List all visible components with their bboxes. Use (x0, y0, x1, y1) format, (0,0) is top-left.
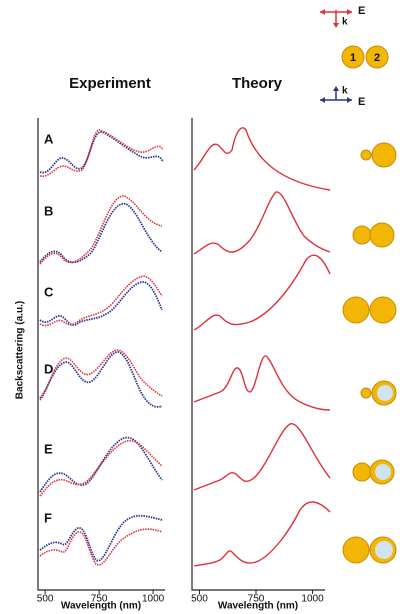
particle (369, 222, 395, 248)
particle (369, 296, 397, 324)
curve (39, 281, 163, 326)
curve (39, 351, 163, 408)
curve (39, 275, 163, 327)
curve (193, 254, 331, 331)
curve (39, 195, 163, 265)
x-tick-label: 750 (91, 594, 108, 605)
curve (39, 131, 164, 174)
theory-curves (193, 127, 331, 567)
arrow-head (333, 86, 339, 91)
curve (193, 191, 331, 255)
curve (39, 439, 163, 497)
particle-diagrams (342, 142, 397, 564)
particle-core (375, 464, 391, 480)
x-tick-label: 1000 (301, 594, 324, 605)
curve (39, 436, 163, 493)
arrow-head (333, 23, 339, 28)
curve (39, 203, 163, 264)
k-label: k (342, 17, 348, 28)
particle-core (375, 541, 393, 559)
x-axis-label: Wavelength (nm) (61, 601, 141, 612)
curve (193, 127, 331, 191)
column-title: Experiment (69, 75, 151, 92)
particle (371, 142, 397, 168)
particle-label: 2 (374, 52, 380, 64)
field-label: E (358, 5, 365, 17)
y-axis-label: Backscattering (a.u.) (15, 301, 26, 399)
row-label: C (44, 284, 54, 299)
particle (352, 225, 372, 245)
particle (342, 536, 370, 564)
curve (193, 501, 331, 567)
x-tick-label: 750 (248, 594, 265, 605)
x-tick-label: 500 (191, 594, 208, 605)
column-title: Theory (232, 75, 283, 92)
row-label: D (44, 361, 53, 376)
x-axis-label: Wavelength (nm) (218, 601, 298, 612)
particle (341, 45, 365, 69)
row-label: E (44, 441, 53, 456)
curve (39, 349, 163, 401)
curve (39, 514, 163, 562)
particle (365, 45, 389, 69)
x-tick-label: 1000 (142, 594, 165, 605)
row-label: B (44, 203, 53, 218)
experiment-curves (39, 129, 164, 566)
x-tick-label: 500 (37, 594, 54, 605)
axis (191, 118, 325, 591)
curve (39, 129, 164, 177)
particle (360, 149, 372, 161)
curve (193, 423, 331, 491)
field-label: E (358, 96, 365, 108)
particle (360, 387, 372, 399)
axis (37, 118, 165, 591)
k-label: k (342, 86, 348, 97)
curve (39, 528, 163, 566)
polarization-icon: E k 1 2 k E (320, 5, 389, 108)
particle-core (377, 385, 393, 401)
curve (193, 355, 331, 411)
particle-label: 1 (350, 52, 356, 64)
row-label: F (44, 510, 52, 525)
particle (342, 296, 370, 324)
particle (352, 462, 372, 482)
row-label: A (44, 131, 54, 146)
